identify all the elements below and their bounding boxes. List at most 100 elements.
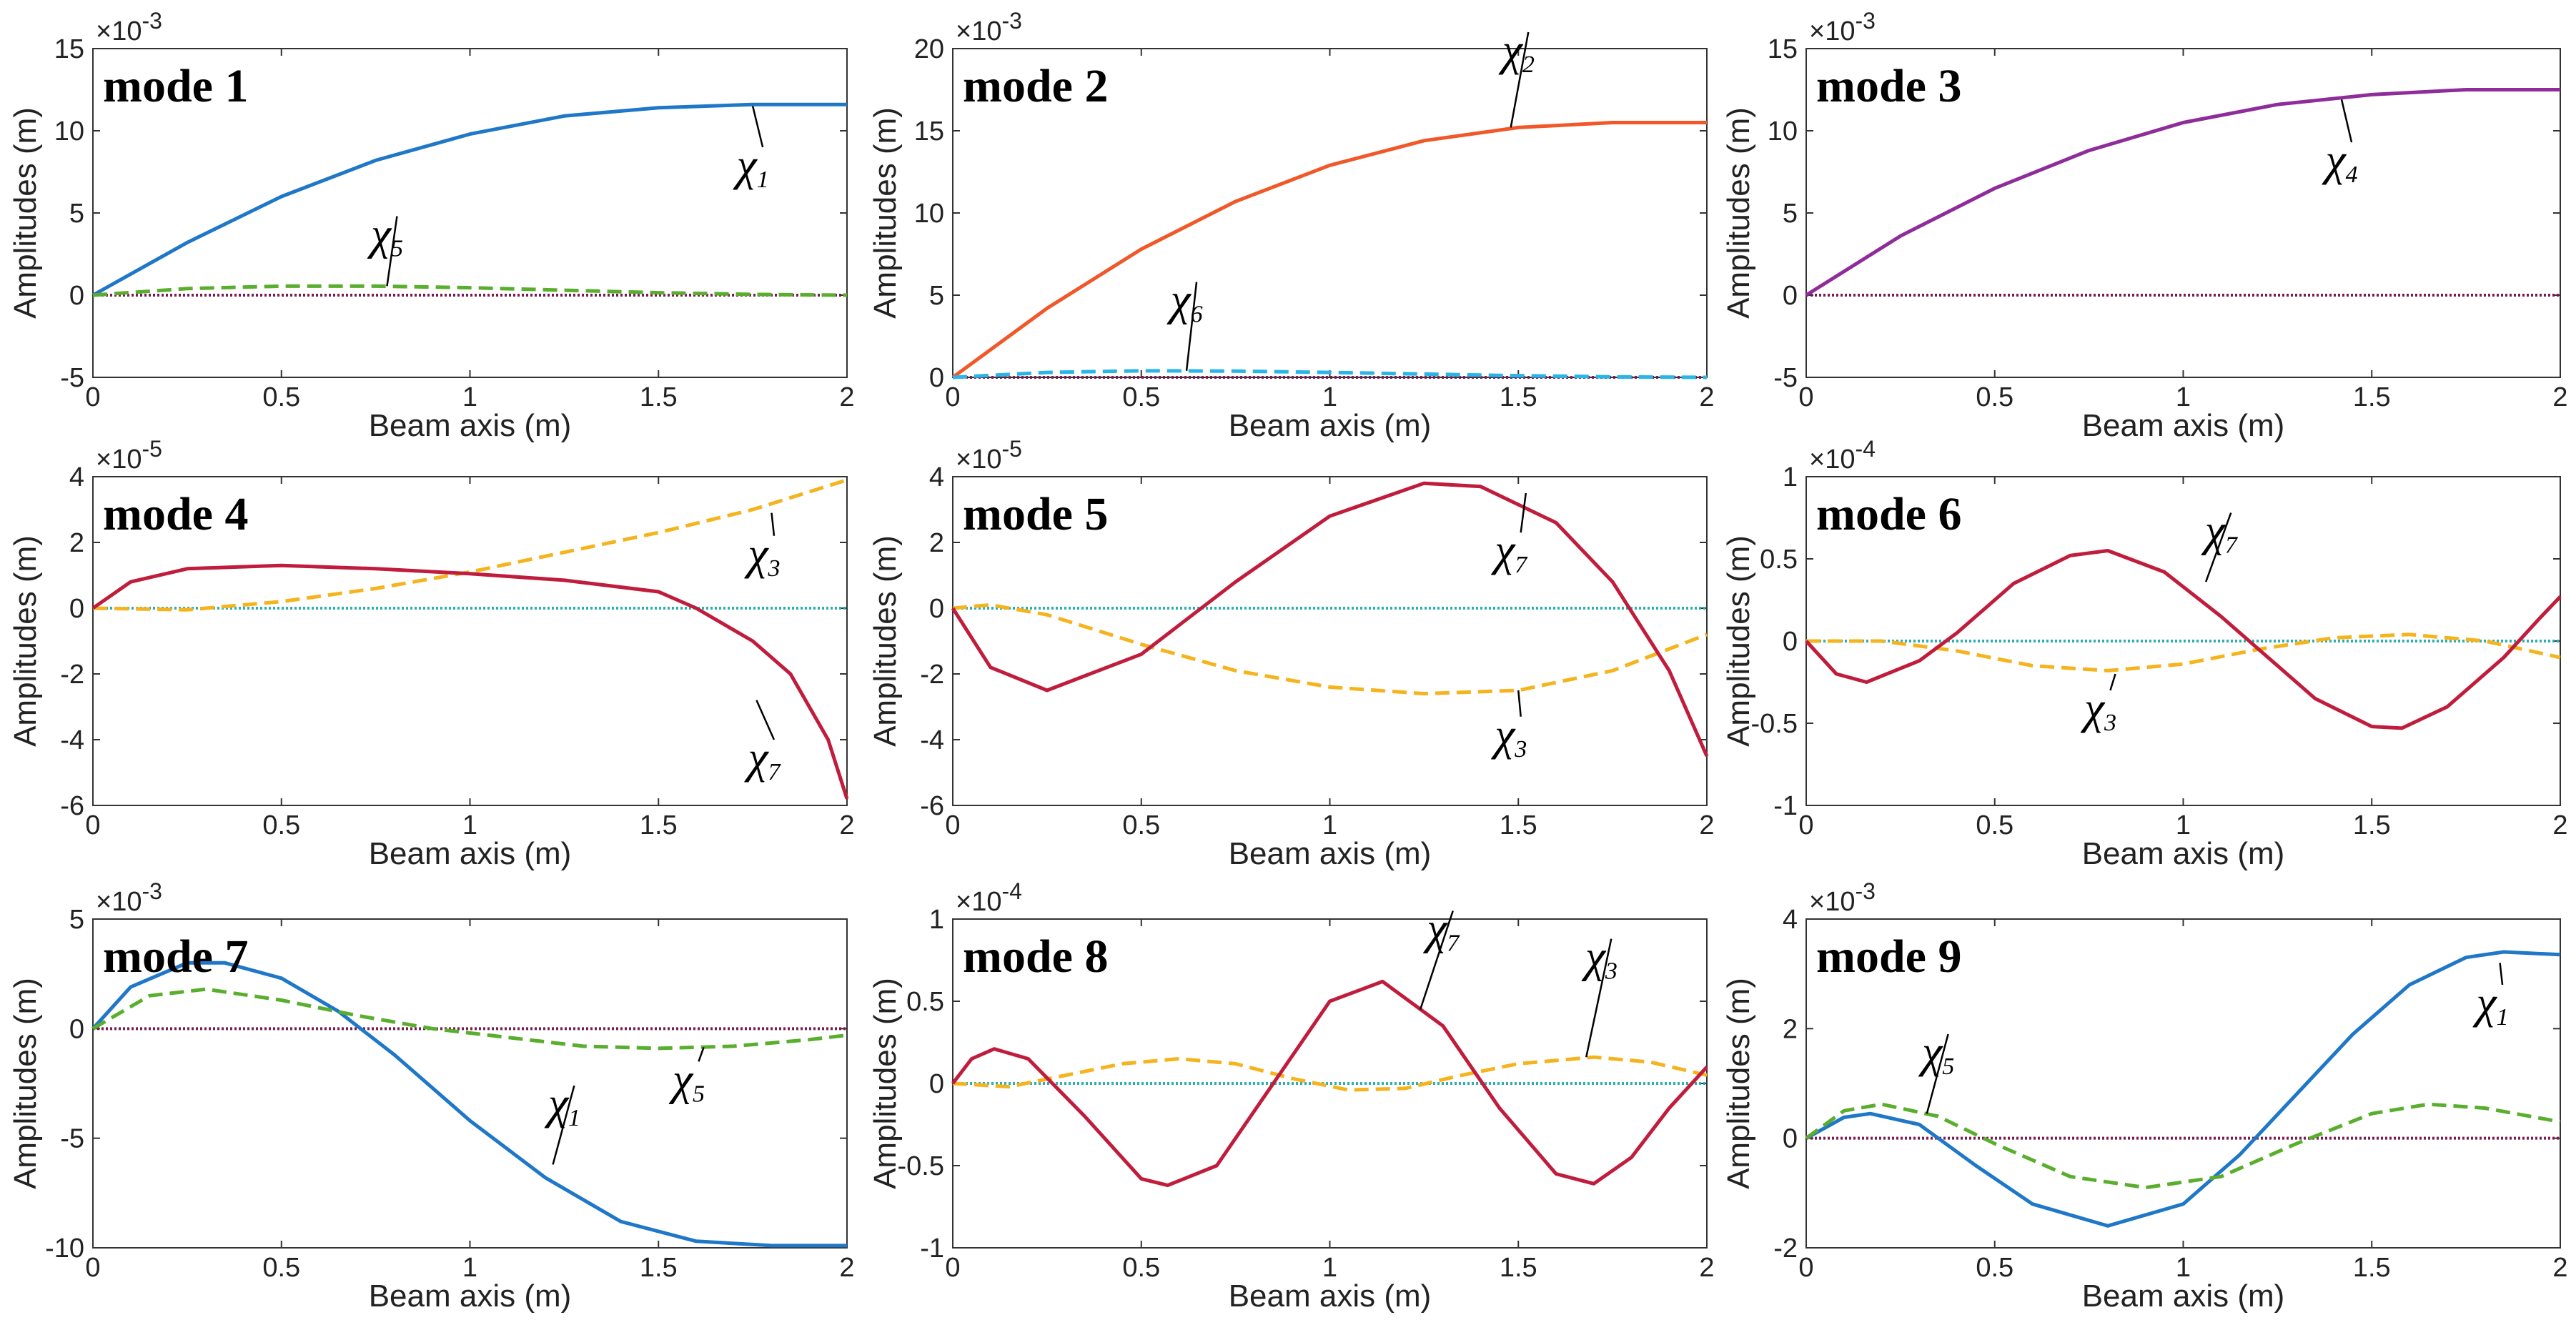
y-tick-label: 15 — [1768, 34, 1798, 64]
y-tick-label: 15 — [54, 34, 84, 64]
axes-frame — [952, 48, 1708, 378]
y-axis-label: Amplitudes (m) — [8, 978, 43, 1189]
y-tick-label: 20 — [914, 34, 944, 64]
x-tick-label: 1 — [462, 382, 477, 412]
y-exponent-power: -3 — [142, 8, 162, 34]
series-χ7 — [1805, 549, 2562, 730]
annotation-label: χ3 — [743, 528, 780, 582]
x-tick-label: 2 — [2552, 382, 2567, 412]
y-axis-label: Amplitudes (m) — [868, 107, 903, 319]
annotation-subscript: 7 — [1515, 552, 1528, 578]
annotation-leader — [552, 1085, 575, 1165]
series-χ4 — [1805, 88, 2560, 297]
annotation-leader — [1510, 31, 1530, 128]
x-axis-label: Beam axis (m) — [2082, 1279, 2285, 1314]
panel-title: mode 5 — [963, 488, 1108, 540]
y-tick-label: -2 — [920, 660, 944, 690]
y-exponent: ×10-3 — [956, 8, 1022, 46]
x-tick-label: 1.5 — [640, 1253, 678, 1283]
y-axis-label: Amplitudes (m) — [868, 535, 903, 747]
x-tick-label: 0 — [1798, 810, 1813, 840]
annotation-label: χ7 — [1422, 903, 1460, 957]
x-tick-label: 2 — [839, 382, 854, 412]
x-tick-label: 2 — [839, 1253, 854, 1283]
panel-4: 0 0.5 1 1.5 2 -6 -4 -2 0 2 4 ×10-5 Beam axis (m) Ampl… — [8, 436, 855, 871]
x-tick-label: 0.5 — [1122, 382, 1160, 412]
y-tick-label: -0.5 — [1751, 709, 1798, 739]
x-tick-label: 1 — [1322, 810, 1337, 840]
y-tick-label: 0 — [929, 1069, 944, 1099]
y-exponent-power: -3 — [1001, 8, 1021, 34]
y-exponent-power: -3 — [1855, 878, 1875, 904]
y-axis-label: Amplitudes (m) — [8, 535, 43, 747]
x-tick-label: 1.5 — [640, 810, 678, 840]
annotation-leader — [386, 216, 398, 287]
annotation-subscript: 3 — [1605, 958, 1618, 985]
annotation-leader — [2109, 673, 2116, 691]
x-tick-label: 1 — [2176, 810, 2191, 840]
y-tick-label: 0.5 — [1760, 545, 1798, 575]
x-tick-label: 0.5 — [1976, 810, 2013, 840]
y-exponent-power: -4 — [1001, 878, 1021, 904]
y-tick-label: 1 — [929, 905, 944, 935]
y-exponent: ×10-3 — [1809, 8, 1876, 46]
x-tick-label: 0.5 — [262, 382, 300, 412]
y-tick-label: -10 — [45, 1234, 84, 1264]
panel-title: mode 9 — [1816, 930, 1961, 983]
x-tick-label: 1 — [1322, 1253, 1337, 1283]
y-exponent-power: -5 — [142, 436, 162, 462]
x-axis-label: Beam axis (m) — [2082, 408, 2285, 443]
axes-frame — [92, 48, 848, 378]
y-tick-label: 0.5 — [906, 987, 944, 1017]
x-tick-label: 1.5 — [1500, 1253, 1537, 1283]
x-tick-label: 0.5 — [1122, 810, 1160, 840]
y-tick-label: 0 — [1783, 281, 1798, 311]
y-tick-label: -2 — [1773, 1234, 1798, 1264]
y-tick-label: 5 — [1783, 199, 1798, 229]
x-axis-label: Beam axis (m) — [2082, 836, 2285, 871]
annotation-subscript: 3 — [1514, 736, 1527, 763]
annotation-leader — [1185, 282, 1198, 371]
x-tick-label: 0 — [85, 1253, 100, 1283]
annotation-subscript: 5 — [693, 1081, 705, 1107]
annotation-leader — [751, 106, 764, 148]
annotation-subscript: 3 — [2104, 710, 2116, 736]
x-tick-label: 2 — [839, 810, 854, 840]
annotation-label: χ1 — [2472, 977, 2508, 1031]
y-exponent-power: -3 — [142, 878, 162, 904]
panel-title: mode 2 — [963, 60, 1108, 112]
x-tick-label: 1.5 — [1500, 382, 1537, 412]
series-χ3 — [1806, 632, 2561, 673]
x-tick-label: 2 — [2552, 810, 2567, 840]
x-axis-label: Beam axis (m) — [369, 836, 572, 871]
series-χ5 — [92, 284, 848, 297]
y-tick-label: 5 — [69, 905, 84, 935]
annotation-leader — [1520, 492, 1527, 533]
y-tick-label: -6 — [60, 791, 84, 821]
annotation-subscript: 7 — [2225, 532, 2239, 559]
series-χ1 — [1805, 950, 2561, 1228]
x-axis-label: Beam axis (m) — [369, 408, 572, 443]
panel-8: 0 0.5 1 1.5 2 -1 -0.5 0 0.5 1 ×10-4 Beam axis (m) Am… — [868, 878, 1715, 1314]
y-tick-label: -1 — [1773, 791, 1798, 821]
x-tick-label: 1 — [462, 1253, 477, 1283]
x-tick-label: 0 — [85, 810, 100, 840]
series-χ5 — [91, 987, 848, 1051]
annotation-subscript: 6 — [1191, 302, 1203, 328]
x-tick-label: 0.5 — [262, 810, 300, 840]
annotation-subscript: 1 — [568, 1105, 580, 1131]
series-χ7 — [951, 481, 1709, 758]
y-tick-label: -1 — [920, 1234, 944, 1264]
series-χ7 — [951, 979, 1708, 1188]
y-tick-label: 0 — [69, 594, 84, 624]
x-tick-label: 2 — [2552, 1253, 2567, 1283]
x-tick-label: 0 — [945, 810, 960, 840]
annotation-leader — [1926, 1033, 1949, 1114]
x-tick-label: 1.5 — [2353, 382, 2391, 412]
annotation-leader — [698, 1046, 705, 1062]
series-χ3 — [952, 602, 1708, 696]
x-tick-label: 1.5 — [1500, 810, 1537, 840]
x-tick-label: 1.5 — [2353, 1253, 2391, 1283]
y-tick-label: -0.5 — [898, 1151, 944, 1181]
